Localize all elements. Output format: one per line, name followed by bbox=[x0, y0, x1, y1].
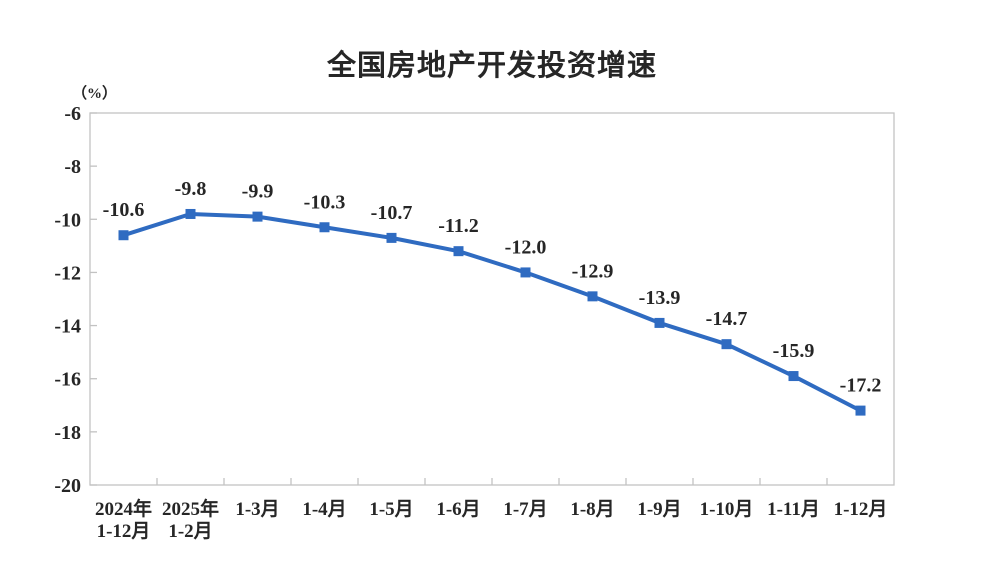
y-axis-tick-label: -14 bbox=[54, 316, 81, 338]
plot-border bbox=[89, 112, 895, 486]
x-axis-tick-label: 1-4月 bbox=[302, 499, 346, 520]
data-point-marker bbox=[319, 222, 330, 233]
y-axis-tick-label: -16 bbox=[54, 369, 81, 391]
data-point-label: -11.2 bbox=[438, 215, 479, 237]
data-point-marker bbox=[252, 211, 263, 222]
chart-title: 全国房地产开发投资增速 bbox=[326, 50, 657, 82]
x-axis-tick-label: 1-11月 bbox=[767, 499, 820, 520]
x-axis-tick-label: 1-10月 bbox=[700, 499, 754, 520]
x-axis-tick-label: 1-2月 bbox=[168, 521, 212, 542]
data-point-label: -10.6 bbox=[103, 199, 145, 221]
data-point-label: -15.9 bbox=[773, 340, 815, 362]
data-point-marker bbox=[118, 230, 129, 241]
data-point-marker bbox=[788, 371, 799, 382]
x-axis-tick-label: 1-5月 bbox=[369, 499, 413, 520]
y-axis-tick-label: -20 bbox=[54, 475, 81, 497]
y-axis-tick-label: -10 bbox=[54, 209, 81, 231]
data-point-marker bbox=[721, 339, 732, 350]
y-axis-tick-label: -6 bbox=[64, 103, 81, 125]
data-point-label: -12.0 bbox=[505, 236, 547, 258]
data-point-marker bbox=[453, 246, 464, 257]
data-point-label: -9.8 bbox=[175, 178, 207, 200]
x-axis-tick-label: 1-6月 bbox=[436, 499, 480, 520]
y-axis-unit-label: （%） bbox=[72, 86, 118, 102]
data-point-label: -13.9 bbox=[639, 287, 681, 309]
x-axis-tick-label: 2024年 bbox=[95, 497, 152, 520]
data-point-label: -10.3 bbox=[304, 191, 346, 213]
data-point-marker bbox=[386, 232, 397, 243]
x-axis-tick-label: 1-12月 bbox=[834, 499, 888, 520]
data-point-label: -14.7 bbox=[706, 308, 748, 330]
y-axis-tick-label: -18 bbox=[54, 422, 81, 444]
data-point-marker bbox=[520, 267, 531, 278]
x-axis-tick-label: 1-7月 bbox=[503, 499, 547, 520]
data-point-marker bbox=[855, 405, 866, 416]
x-axis-tick-label: 1-3月 bbox=[235, 499, 279, 520]
trend-line bbox=[121, 211, 863, 413]
data-point-label: -10.7 bbox=[371, 202, 413, 224]
y-axis-tick-label: -8 bbox=[64, 156, 81, 178]
y-axis-tick-label: -12 bbox=[54, 262, 81, 284]
data-point-label: -12.9 bbox=[572, 260, 614, 282]
x-axis-tick-label: 2025年 bbox=[162, 497, 219, 520]
data-point-label: -17.2 bbox=[840, 375, 882, 397]
data-point-marker bbox=[185, 208, 196, 219]
data-point-marker bbox=[654, 317, 665, 328]
x-axis-tick-label: 1-8月 bbox=[570, 499, 614, 520]
x-axis-tick-label: 1-12月 bbox=[97, 521, 151, 542]
data-point-label: -9.9 bbox=[242, 181, 274, 203]
data-point-marker bbox=[587, 291, 598, 302]
x-axis-tick-label: 1-9月 bbox=[637, 499, 681, 520]
